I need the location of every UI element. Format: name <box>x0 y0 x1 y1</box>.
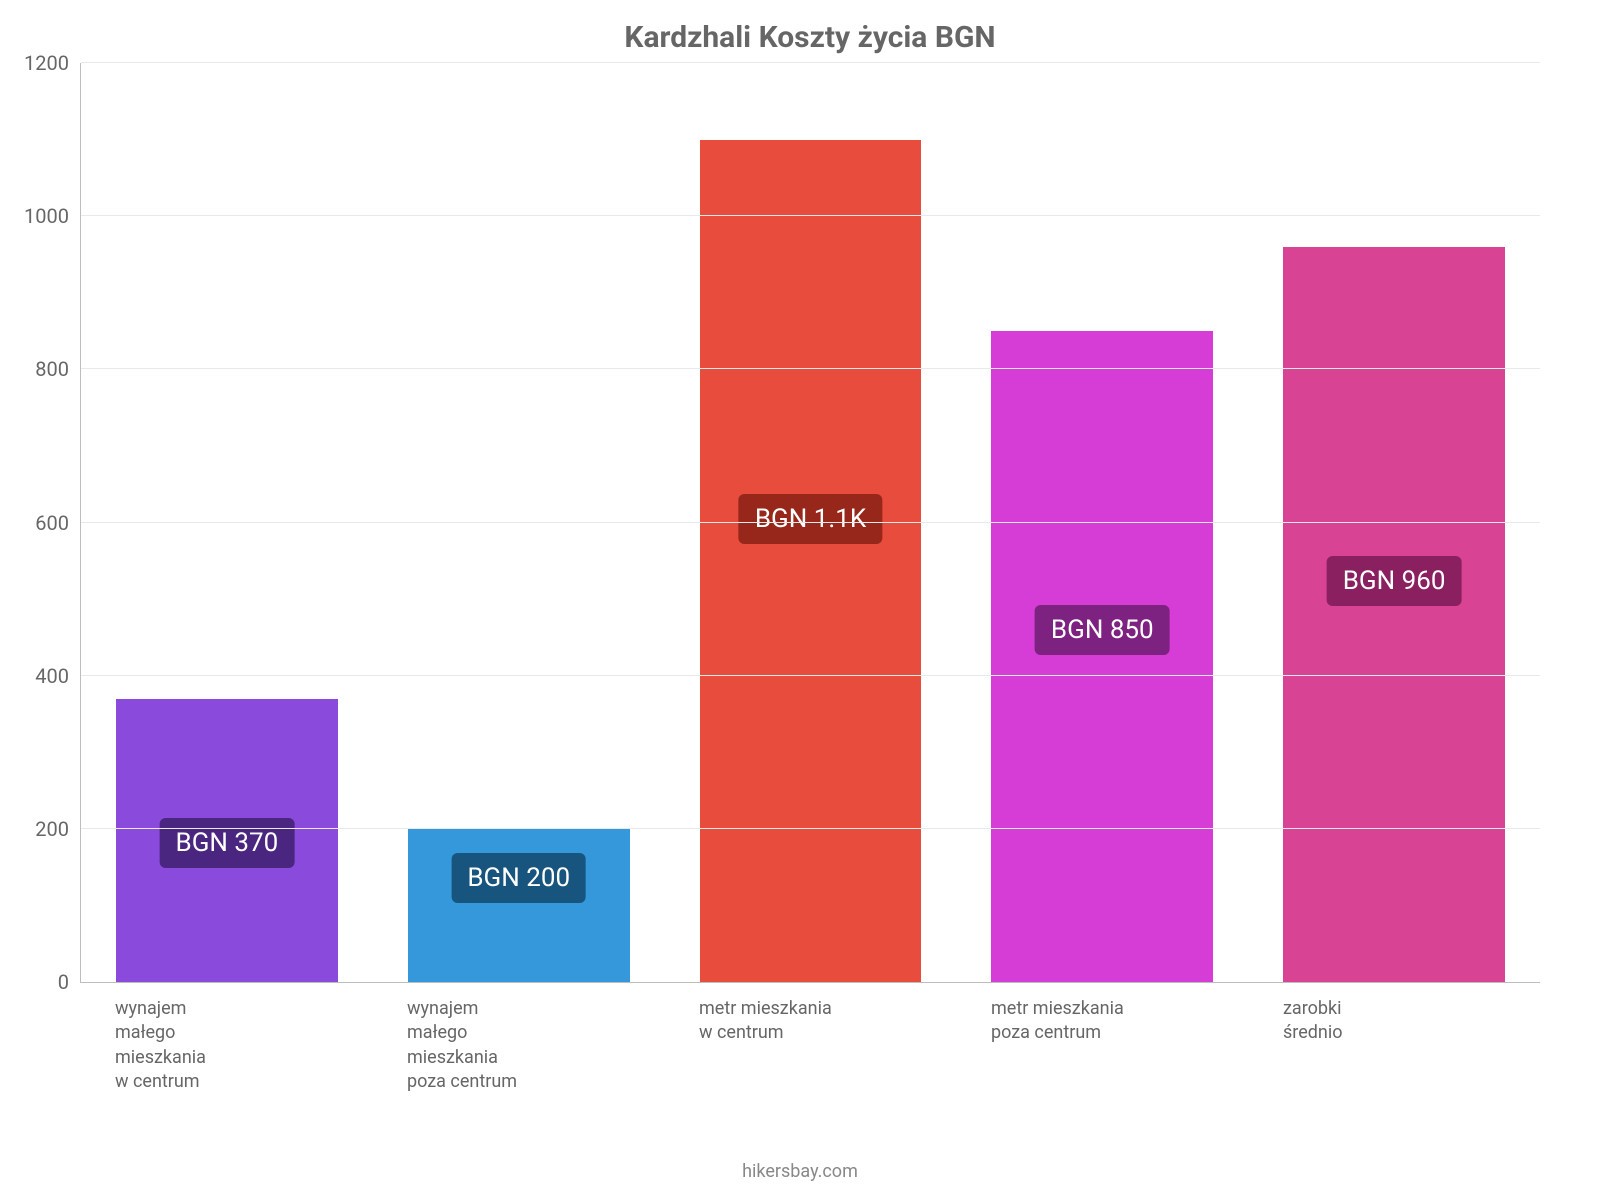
bar: BGN 850 <box>991 331 1213 982</box>
x-axis-label: metr mieszkaniapoza centrum <box>956 997 1248 1094</box>
x-axis-labels: wynajemmałegomieszkaniaw centrumwynajemm… <box>80 997 1540 1094</box>
value-badge: BGN 200 <box>451 853 586 903</box>
gridline <box>81 215 1540 216</box>
chart-container: Kardzhali Koszty życia BGN BGN 370 BGN 20… <box>0 0 1600 1200</box>
bar: BGN 960 <box>1283 247 1505 982</box>
y-tick-label: 400 <box>35 664 81 688</box>
y-tick-label: 1200 <box>24 51 81 75</box>
value-badge: BGN 960 <box>1327 556 1462 606</box>
gridline <box>81 828 1540 829</box>
y-tick-label: 1000 <box>24 204 81 228</box>
bar: BGN 1.1K <box>700 140 922 982</box>
bar-slot: BGN 850 <box>956 63 1248 982</box>
x-axis-label: wynajemmałegomieszkaniaw centrum <box>80 997 372 1094</box>
attribution-text: hikersbay.com <box>0 1161 1600 1182</box>
value-badge: BGN 370 <box>160 818 295 868</box>
y-tick-label: 0 <box>58 970 81 994</box>
y-tick-label: 600 <box>35 511 81 535</box>
y-tick-label: 800 <box>35 357 81 381</box>
bars-row: BGN 370 BGN 200 BGN 1.1K BGN 850 BGN 960 <box>81 63 1540 982</box>
bar: BGN 200 <box>408 829 630 982</box>
x-axis-label: zarobkiśrednio <box>1248 997 1540 1094</box>
bar-slot: BGN 960 <box>1248 63 1540 982</box>
x-axis-label: metr mieszkaniaw centrum <box>664 997 956 1094</box>
gridline <box>81 368 1540 369</box>
gridline <box>81 62 1540 63</box>
value-badge: BGN 850 <box>1035 605 1170 655</box>
x-axis-label: wynajemmałegomieszkaniapoza centrum <box>372 997 664 1094</box>
bar-slot: BGN 200 <box>373 63 665 982</box>
chart-title: Kardzhali Koszty życia BGN <box>80 20 1540 55</box>
y-tick-label: 200 <box>35 817 81 841</box>
plot-area: BGN 370BGN 200BGN 1.1KBGN 850BGN 960 020… <box>80 63 1540 983</box>
value-badge: BGN 1.1K <box>739 494 882 544</box>
bar-slot: BGN 370 <box>81 63 373 982</box>
gridline <box>81 522 1540 523</box>
gridline <box>81 675 1540 676</box>
bar: BGN 370 <box>116 699 338 982</box>
bar-slot: BGN 1.1K <box>665 63 957 982</box>
